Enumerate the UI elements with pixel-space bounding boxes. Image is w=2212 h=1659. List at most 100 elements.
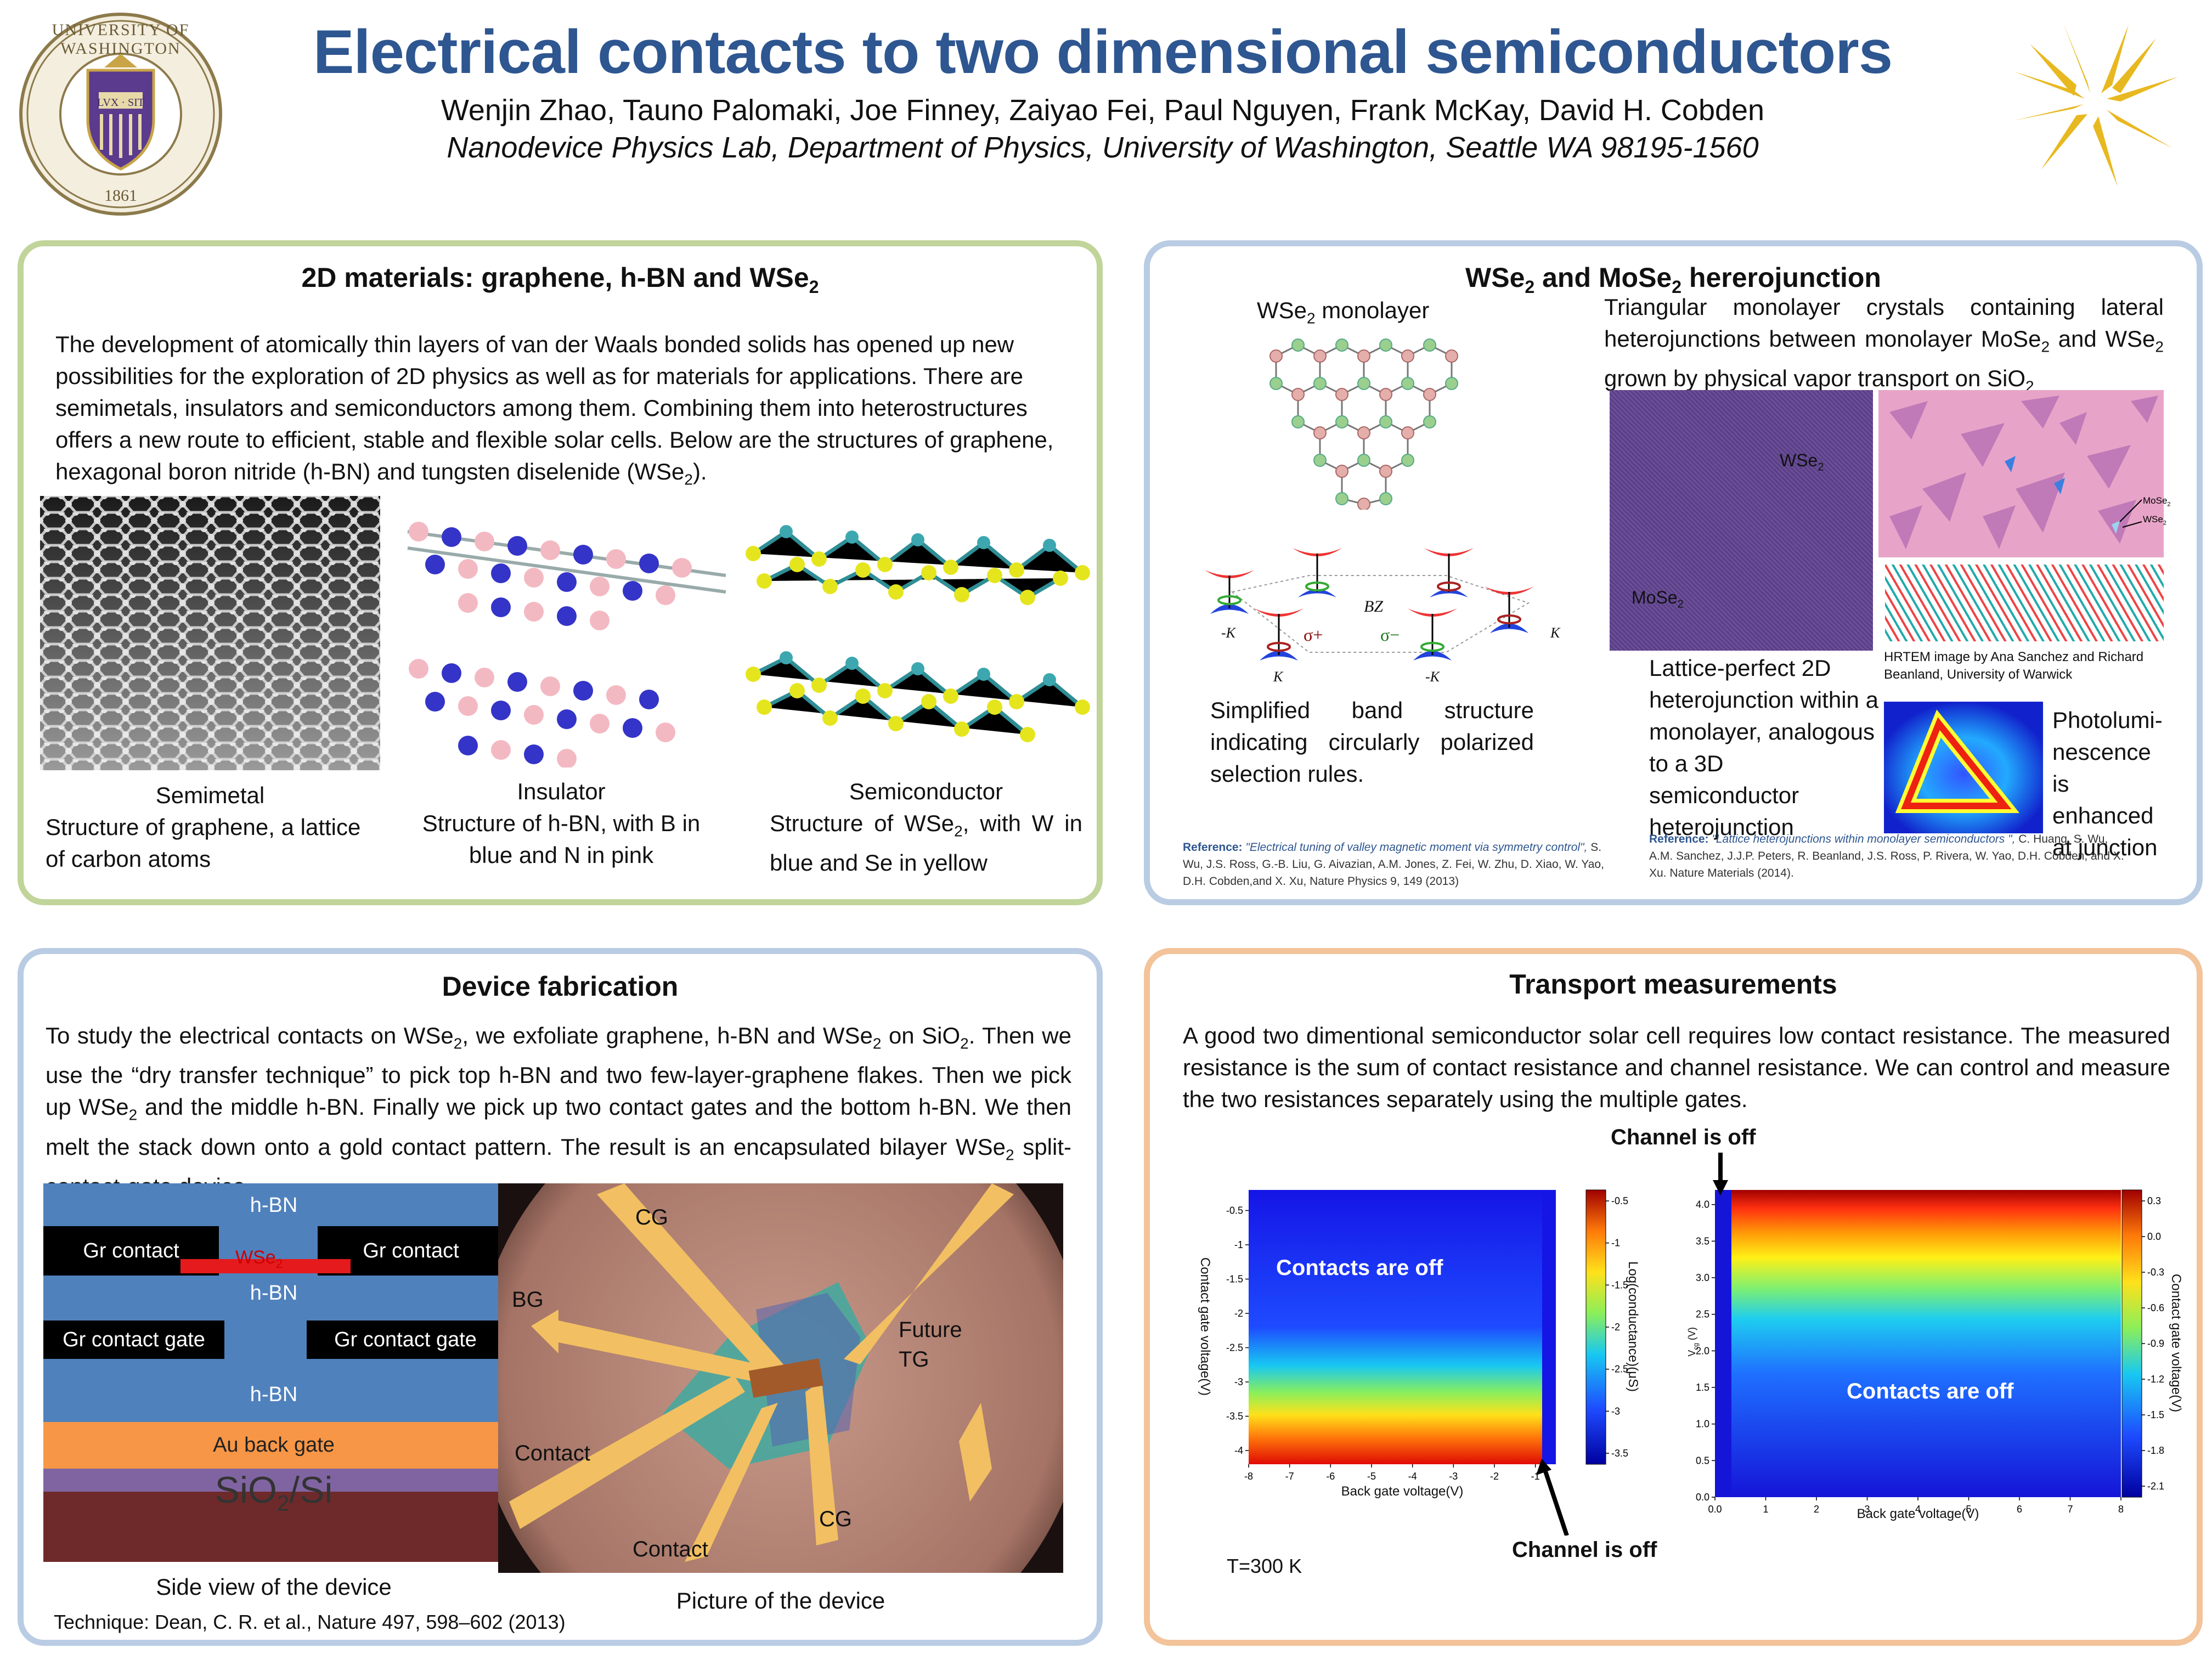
chart-1-svg: -8 -7 -6 -5 -4 -3 -2 -1 -0.5 -1 -1.5 -2 -2.5 -3 -3.5 -4… <box>1226 1189 1628 1482</box>
x-tick-label: -8 <box>1244 1471 1253 1482</box>
label-bg: BG <box>512 1288 544 1312</box>
k-label-left: -K <box>1221 625 1235 641</box>
colorbar-tick-label: -2.1 <box>2147 1481 2164 1492</box>
chart-conductance-map: -8 -7 -6 -5 -4 -3 -2 -1 -0.5 -1 -1.5 -2 -2.5 -3 -3.5 -4… <box>1172 1157 1644 1508</box>
channel-off-bottom-label: Channel is off <box>1512 1538 1657 1562</box>
channel-off-bottom-arrow <box>1536 1459 1569 1536</box>
technique-reference: Technique: Dean, C. R. et al., Nature 49… <box>54 1611 566 1633</box>
poster-affiliation: Nanodevice Physics Lab, Department of Ph… <box>447 131 1759 164</box>
colorbar-tick-label: -2 <box>1611 1322 1620 1333</box>
chart-1-xlabel: Back gate voltage(V) <box>1341 1484 1464 1499</box>
fabrication-text: To study the electrical contacts on WSe2… <box>46 1023 1071 1199</box>
panel-2d-materials: 2D materials: graphene, h-BN and WSe2 Th… <box>18 240 1103 905</box>
y-tick-label: 1.5 <box>1696 1382 1709 1393</box>
reference-2: Reference: "Lattice heterojunctions with… <box>1649 833 2124 879</box>
channel-off-top-label: Channel is off <box>1611 1125 1756 1149</box>
chart-1-colorbar-label: Log(conductance)(μS) <box>1626 1261 1640 1392</box>
k-label-mid2: -K <box>1425 669 1440 685</box>
x-tick-label: -7 <box>1285 1471 1294 1482</box>
hbn-mid-label: h-BN <box>250 1281 298 1305</box>
wse2-structure-image <box>742 521 1093 762</box>
chart-2-colorbar-label: Contact gate voltage(V) <box>2169 1273 2183 1413</box>
y-tick-label: -2 <box>1234 1308 1243 1319</box>
oxide-layer <box>43 1469 504 1492</box>
transport-text: A good two dimentional semiconductor sol… <box>1183 1023 2170 1112</box>
colorbar-tick-label: -3.5 <box>1611 1448 1628 1459</box>
chart-2-ylabel: Vcg (V) <box>1686 1327 1700 1357</box>
triangular-crystals-image: MoSe2 WSe2 <box>1878 390 2171 557</box>
graphene-structure-image <box>40 496 380 770</box>
chart-2-annotation: Contacts are off <box>1847 1379 2014 1403</box>
gr-contact-gate-left: Gr contact gate <box>43 1321 224 1359</box>
y-tick-label: 0.0 <box>1696 1492 1709 1503</box>
wse2-monolayer-lattice-image <box>1254 334 1463 511</box>
x-tick-label: -2 <box>1490 1471 1499 1482</box>
y-tick-label: 3.0 <box>1696 1272 1709 1283</box>
panel-device-fabrication: Device fabrication To study the electric… <box>18 948 1103 1646</box>
reference-1: Reference: "Electrical tuning of valley … <box>1183 841 1604 888</box>
panel-title: 2D materials: graphene, h-BN and WSe2 <box>301 262 819 297</box>
x-tick-label: 5 <box>1966 1504 1971 1515</box>
chart-2-xlabel: Back gate voltage(V) <box>1857 1506 1979 1521</box>
y-tick-label: -1 <box>1234 1239 1243 1250</box>
x-tick-label: 8 <box>2118 1504 2124 1515</box>
colorbar-2 <box>2121 1189 2142 1498</box>
colorbar-1 <box>1585 1189 1606 1465</box>
label-cg-top: CG <box>635 1205 668 1229</box>
channel-off-top-arrow <box>1713 1153 1728 1195</box>
x-tick-label: -5 <box>1367 1471 1376 1482</box>
device-side-view-diagram: h-BN Gr contact Gr contact WSe2 h-BN Gr … <box>43 1183 504 1562</box>
poster-title: Electrical contacts to two dimensional s… <box>313 18 1893 86</box>
hrtem-credit: HRTEM image by Ana Sanchez and Richard B… <box>1884 650 2144 682</box>
hrtem-lattice-image <box>1885 565 2164 641</box>
uw-seal-text: UNIVERSITY OF WASHINGTON <box>52 21 190 58</box>
uw-seal-year: 1861 <box>104 187 137 205</box>
hbn-structure-image <box>386 510 737 769</box>
chart-2-svg: 0.0 1 2 3 4 5 6 7 8 0.0 0.5 1.0 1.5 2.0 2.5 3.0 3.5 4.0 0.… <box>1696 1189 2164 1515</box>
uw-seal-motto: LVX · SIT <box>97 97 144 109</box>
y-tick-label: 4.0 <box>1696 1199 1709 1210</box>
label-contact-left: Contact <box>515 1441 590 1465</box>
lattice-perfect-text: Lattice-perfect 2D heterojunction within… <box>1649 655 1878 840</box>
heatmap-2-field <box>1715 1190 2121 1497</box>
y-tick-label: 1.0 <box>1696 1419 1709 1430</box>
photoluminescence-text: Photolumi- nescence is enhanced at junct… <box>2052 707 2163 860</box>
graphene-caption: Semimetal Structure of graphene, a latti… <box>46 782 361 872</box>
y-tick-label: 2.0 <box>1696 1345 1709 1356</box>
y-tick-label: -4 <box>1234 1445 1243 1456</box>
label-cg-bottom: CG <box>819 1507 852 1531</box>
k-label-right: K <box>1550 625 1560 641</box>
sio2-si-label: SiO2/Si <box>215 1469 333 1516</box>
device-microscope-picture: CG BG Future TG Contact Contact CG <box>498 1183 1063 1573</box>
wse2-monolayer-label: WSe2 monolayer <box>1257 297 1430 327</box>
device-picture-caption: Picture of the device <box>676 1588 885 1613</box>
x-tick-label: 1 <box>1763 1504 1768 1515</box>
au-back-gate-layer: Au back gate <box>43 1422 504 1469</box>
colorbar-tick-label: -1.5 <box>2147 1409 2164 1420</box>
gr-contact-gate-right: Gr contact gate <box>307 1321 504 1359</box>
y-tick-label: -0.5 <box>1226 1205 1243 1216</box>
panel-title: WSe2 and MoSe2 hererojunction <box>1465 262 1881 297</box>
hbn-top-label: h-BN <box>250 1193 298 1217</box>
poster-authors: Wenjin Zhao, Tauno Palomaki, Joe Finney,… <box>441 94 1765 127</box>
hbn-bottom-label: h-BN <box>250 1383 298 1406</box>
x-tick-label: -6 <box>1326 1471 1335 1482</box>
colorbar-tick-label: -0.6 <box>2147 1302 2164 1313</box>
colorbar-tick-label: -3 <box>1611 1406 1620 1417</box>
heatmap-1-channel-edge <box>1542 1190 1556 1464</box>
colorbar-tick-label: -1.8 <box>2147 1445 2164 1456</box>
sigma-plus-label: σ+ <box>1304 625 1323 645</box>
x-tick-label: 6 <box>2017 1504 2022 1515</box>
x-tick-label: 3 <box>1864 1504 1870 1515</box>
sunburst-logo <box>2002 11 2189 198</box>
panel-heterojunction: WSe2 and MoSe2 hererojunction WSe2 monol… <box>1144 240 2203 905</box>
chart-contact-gate-map: 0.0 1 2 3 4 5 6 7 8 0.0 0.5 1.0 1.5 2.0 2.5 3.0 3.5 4.0 0.… <box>1660 1157 2187 1521</box>
hbn-caption: Insulator Structure of h-BN, with B in b… <box>422 778 701 868</box>
x-tick-label: -3 <box>1449 1471 1458 1482</box>
x-tick-label: 2 <box>1814 1504 1819 1515</box>
colorbar-tick-label: -1.5 <box>1611 1279 1628 1290</box>
colorbar-tick-label: 0.3 <box>2147 1195 2161 1206</box>
colorbar-tick-label: -0.9 <box>2147 1338 2164 1349</box>
x-tick-label: -4 <box>1408 1471 1417 1482</box>
colorbar-tick-label: -0.5 <box>1611 1195 1628 1206</box>
